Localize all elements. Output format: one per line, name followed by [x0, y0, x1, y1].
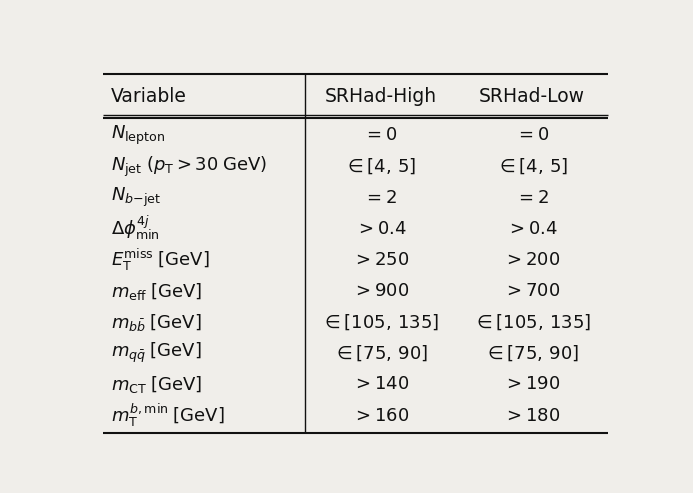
- Text: Variable: Variable: [111, 87, 186, 106]
- Text: $\in [75,\,90]$: $\in [75,\,90]$: [484, 344, 579, 363]
- Text: $= 0$: $= 0$: [515, 127, 549, 144]
- Text: $> 140$: $> 140$: [352, 376, 409, 393]
- Text: $m_{\mathrm{eff}}\;[\mathrm{GeV}]$: $m_{\mathrm{eff}}\;[\mathrm{GeV}]$: [111, 281, 202, 302]
- Text: $= 0$: $= 0$: [363, 127, 398, 144]
- Text: $= 2$: $= 2$: [515, 189, 549, 207]
- Text: $m_{q\bar{q}}\;[\mathrm{GeV}]$: $m_{q\bar{q}}\;[\mathrm{GeV}]$: [111, 341, 202, 365]
- Text: $\in [4,\,5]$: $\in [4,\,5]$: [344, 157, 416, 176]
- Text: $\Delta\phi_{\mathrm{min}}^{4j}$: $\Delta\phi_{\mathrm{min}}^{4j}$: [111, 214, 159, 244]
- Text: $> 700$: $> 700$: [503, 282, 561, 300]
- Text: $N_{b\mathrm{-jet}}$: $N_{b\mathrm{-jet}}$: [111, 186, 161, 210]
- Text: $E_{\mathrm{T}}^{\mathrm{miss}}\;[\mathrm{GeV}]$: $E_{\mathrm{T}}^{\mathrm{miss}}\;[\mathr…: [111, 247, 209, 273]
- Text: $m_{b\bar{b}}\;[\mathrm{GeV}]$: $m_{b\bar{b}}\;[\mathrm{GeV}]$: [111, 312, 202, 333]
- Text: $> 0.4$: $> 0.4$: [355, 220, 406, 238]
- Text: $\in [4,\,5]$: $\in [4,\,5]$: [495, 157, 568, 176]
- Text: $\in [105,\,135]$: $\in [105,\,135]$: [473, 313, 591, 332]
- Text: $> 160$: $> 160$: [352, 407, 409, 424]
- Text: $m_{\mathrm{CT}}\;[\mathrm{GeV}]$: $m_{\mathrm{CT}}\;[\mathrm{GeV}]$: [111, 374, 202, 395]
- Text: $N_{\mathrm{jet}}\;(p_{\mathrm{T}} > 30\;\mathrm{GeV})$: $N_{\mathrm{jet}}\;(p_{\mathrm{T}} > 30\…: [111, 154, 267, 178]
- Text: $> 180$: $> 180$: [503, 407, 561, 424]
- Text: $\in [75,\,90]$: $\in [75,\,90]$: [333, 344, 428, 363]
- Text: $\in [105,\,135]$: $\in [105,\,135]$: [322, 313, 439, 332]
- Text: $> 190$: $> 190$: [503, 376, 561, 393]
- Text: $m_{\mathrm{T}}^{b,\mathrm{min}}\;[\mathrm{GeV}]$: $m_{\mathrm{T}}^{b,\mathrm{min}}\;[\math…: [111, 402, 225, 429]
- Text: $= 2$: $= 2$: [364, 189, 397, 207]
- Text: SRHad-Low: SRHad-Low: [479, 87, 585, 106]
- Text: $> 0.4$: $> 0.4$: [506, 220, 558, 238]
- Text: SRHad-High: SRHad-High: [324, 87, 437, 106]
- Text: $> 200$: $> 200$: [503, 251, 561, 269]
- Text: $N_{\mathrm{lepton}}$: $N_{\mathrm{lepton}}$: [111, 124, 165, 147]
- Text: $> 900$: $> 900$: [352, 282, 409, 300]
- Text: $> 250$: $> 250$: [352, 251, 409, 269]
